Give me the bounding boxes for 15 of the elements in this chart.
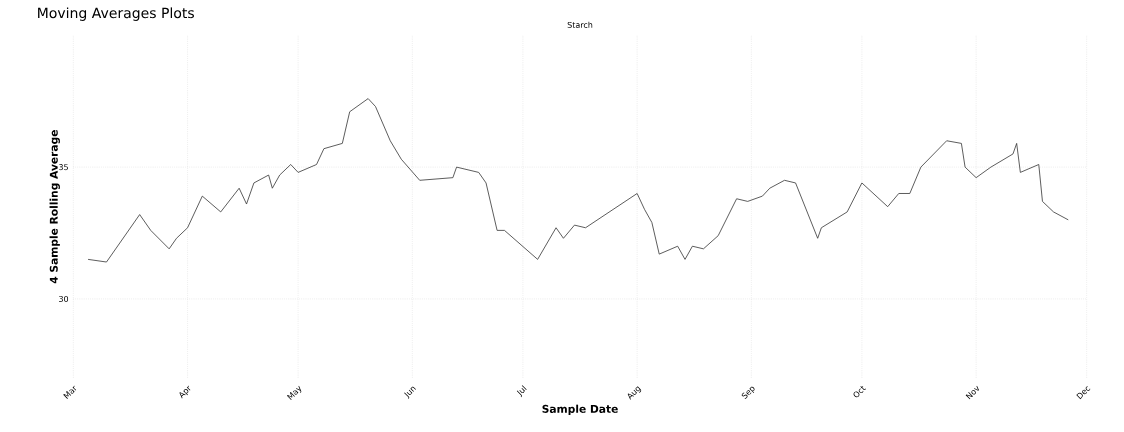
- x-tick-label: Jun: [404, 386, 416, 400]
- x-tick-label: Apr: [179, 385, 191, 399]
- x-tick-label: Oct: [853, 385, 866, 398]
- y-axis-title: 4 Sample Rolling Average: [49, 130, 60, 284]
- line-series: [87, 98, 1069, 263]
- x-tick-label: Dec: [1076, 386, 1091, 400]
- x-tick-label: Sep: [741, 386, 755, 399]
- chart-title: Moving Averages Plots: [38, 7, 194, 21]
- x-tick-label: Nov: [965, 385, 979, 400]
- x-tick-label: Mar: [63, 385, 77, 399]
- x-tick-label: Jul: [516, 385, 527, 398]
- x-axis-title: Sample Date: [542, 404, 618, 415]
- chart-subtitle: Starch: [567, 21, 593, 28]
- y-tick-label: 30: [59, 295, 69, 302]
- y-tick-label: 35: [59, 164, 68, 171]
